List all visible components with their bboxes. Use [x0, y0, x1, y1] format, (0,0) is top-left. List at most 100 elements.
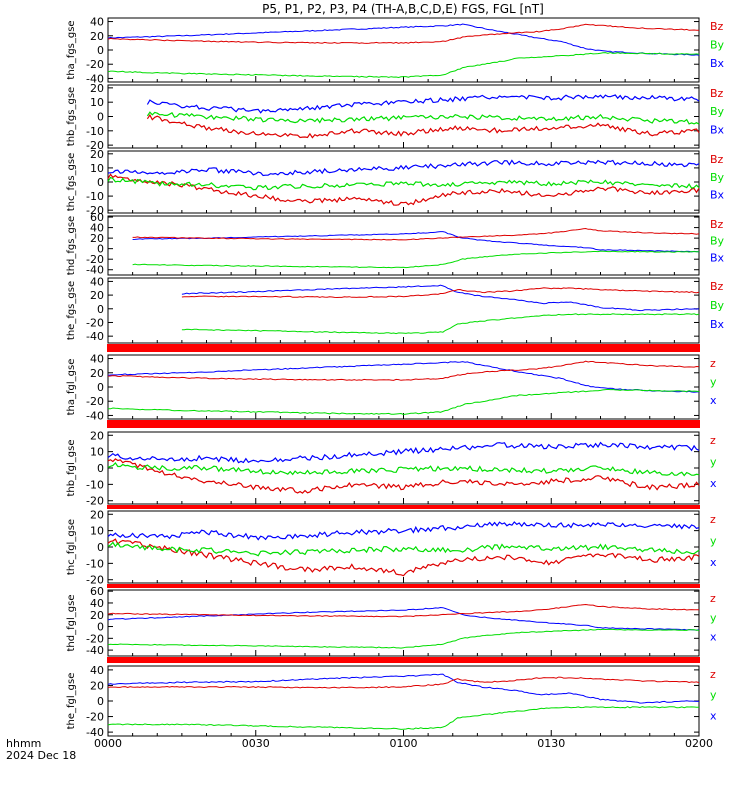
- y-tick-label: 0: [97, 695, 104, 708]
- series-line-bx: [132, 231, 700, 253]
- legend-entry-bx: Bx: [710, 189, 725, 202]
- series-line-z: [107, 458, 700, 494]
- legend-entry-bz: Bz: [710, 153, 724, 166]
- series-line-x: [107, 361, 700, 393]
- series-line-bz: [181, 287, 700, 299]
- y-tick-label: 20: [90, 232, 104, 245]
- panel-frame: [107, 589, 700, 657]
- y-tick-label: 20: [90, 289, 104, 302]
- panel-thb_fgl_gse: 20 10 0 -10 -20 thb_fgl_gse zyx: [66, 429, 717, 507]
- series-line-by: [132, 250, 700, 269]
- y-axis-label: thd_fgs_gse: [66, 216, 77, 275]
- y-tick-label: 60: [90, 211, 104, 224]
- y-tick-label: 0: [97, 621, 104, 634]
- data-flag-bar: [107, 344, 700, 352]
- legend-entry-by: By: [710, 235, 725, 248]
- y-axis-label: thb_fgl_gse: [66, 440, 77, 497]
- y-tick-label: -20: [86, 253, 104, 266]
- legend-entry-bz: Bz: [710, 280, 724, 293]
- legend-entry-bz: Bz: [710, 20, 724, 33]
- legend-entry-z: z: [710, 592, 716, 605]
- y-axis-label: tha_fgl_gse: [66, 359, 77, 416]
- y-axis-label: the_fgs_gse: [66, 281, 77, 340]
- y-tick-label: 10: [90, 162, 104, 175]
- legend-entry-bx: Bx: [710, 123, 725, 136]
- y-tick-label: -20: [86, 574, 104, 587]
- series-line-y: [107, 706, 699, 730]
- legend-entry-by: By: [710, 299, 725, 312]
- legend-entry-z: z: [710, 357, 716, 370]
- y-tick-label: 0: [97, 381, 104, 394]
- legend-entry-by: By: [710, 105, 725, 118]
- series-line-z: [107, 538, 700, 577]
- x-axis-corner-label: hhmm: [6, 737, 41, 750]
- y-axis-label: thd_fgl_gse: [66, 595, 77, 652]
- series-line-bx: [107, 159, 700, 177]
- legend-entry-by: By: [710, 171, 725, 184]
- series-line-by: [107, 51, 700, 79]
- panel-thc_fgl_gse: 20 10 0 -10 -20 thc_fgl_gse zyx: [66, 508, 717, 586]
- legend-entry-y: y: [710, 689, 717, 702]
- legend-entry-bx: Bx: [710, 251, 725, 264]
- series-line-bz: [107, 173, 700, 206]
- y-tick-label: -20: [86, 395, 104, 408]
- y-axis-label: thc_fgs_gse: [66, 153, 77, 212]
- legend-entry-y: y: [710, 455, 717, 468]
- x-tick-label: 0200: [685, 737, 713, 750]
- series-line-y: [108, 388, 700, 416]
- legend-entry-x: x: [710, 709, 717, 722]
- x-tick-label: 0100: [390, 737, 418, 750]
- series-line-y: [107, 461, 700, 477]
- series-line-bz: [146, 113, 700, 139]
- panel-frame: [107, 354, 700, 420]
- legend-entry-bz: Bz: [710, 218, 724, 231]
- y-tick-label: -40: [86, 264, 104, 277]
- y-tick-label: -40: [86, 330, 104, 343]
- series-line-y: [107, 628, 700, 649]
- y-tick-label: 0: [97, 462, 104, 475]
- legend-entry-x: x: [710, 556, 717, 569]
- y-tick-label: 40: [90, 275, 104, 288]
- x-axis: 0000 0030 0100 0130 0200: [94, 737, 713, 750]
- y-tick-label: 0: [97, 243, 104, 256]
- y-tick-label: -20: [86, 139, 104, 152]
- y-tick-label: -20: [86, 316, 104, 329]
- y-tick-label: 20: [90, 30, 104, 43]
- legend-entry-y: y: [710, 611, 717, 624]
- series-line-by: [107, 176, 700, 191]
- series-line-z: [107, 360, 700, 381]
- y-tick-label: 40: [90, 664, 104, 677]
- y-axis-label: tha_fgs_gse: [66, 20, 77, 79]
- x-tick-label: 0130: [537, 737, 565, 750]
- y-tick-label: -40: [86, 409, 104, 422]
- series-line-bz: [107, 23, 700, 44]
- legend-entry-x: x: [710, 477, 717, 490]
- series-line-bx: [181, 284, 700, 312]
- y-tick-label: 20: [90, 508, 104, 521]
- series-line-bx: [107, 23, 700, 56]
- data-flag-bar: [107, 420, 700, 428]
- series-line-x: [107, 521, 700, 541]
- series-line-z: [107, 676, 700, 689]
- legend-entry-x: x: [710, 394, 717, 407]
- y-tick-label: -10: [86, 478, 104, 491]
- y-tick-label: 40: [90, 222, 104, 235]
- series-line-bz: [132, 227, 700, 241]
- legend-entry-z: z: [710, 668, 716, 681]
- y-tick-label: 0: [97, 541, 104, 554]
- y-tick-label: 20: [90, 82, 104, 95]
- series-line-x: [107, 606, 700, 631]
- legend-entry-y: y: [710, 376, 717, 389]
- legend-entry-y: y: [710, 534, 717, 547]
- series-line-by: [146, 111, 700, 125]
- y-tick-label: -20: [86, 632, 104, 645]
- y-tick-label: 40: [90, 353, 104, 366]
- y-tick-label: 0: [97, 303, 104, 316]
